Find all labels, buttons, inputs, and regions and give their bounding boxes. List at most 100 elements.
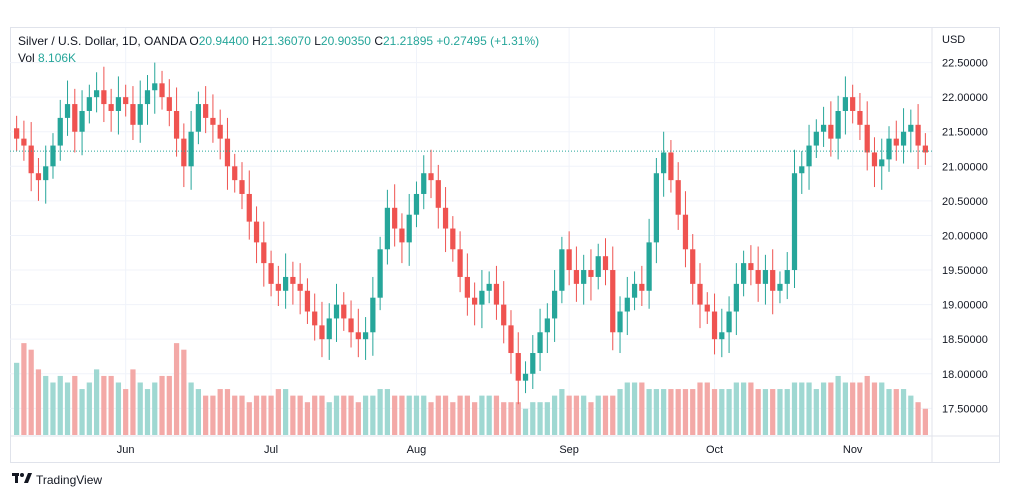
candle-body [435, 180, 441, 208]
volume-bar [871, 382, 878, 435]
candle-body [719, 332, 725, 340]
candle-body [93, 90, 100, 98]
volume-bar [362, 395, 369, 435]
volume-bar [130, 369, 136, 435]
x-tick-label: Jun [117, 444, 135, 456]
candle-body [406, 214, 412, 243]
volume-bar [617, 389, 623, 435]
volume-bar [799, 382, 805, 435]
candle-body [261, 242, 267, 264]
candle-body [442, 207, 449, 229]
x-tick-label: Jul [264, 444, 278, 456]
volume-bar [675, 389, 681, 435]
candle-body [893, 138, 899, 146]
candle-body [711, 311, 718, 340]
volume-bar [646, 389, 652, 435]
candle-body [835, 110, 841, 139]
candle-body [195, 104, 201, 132]
candle-body [508, 325, 514, 354]
volume-bar [668, 389, 674, 435]
candle-body [421, 173, 427, 194]
volume-bar [210, 395, 216, 435]
tradingview-brand[interactable]: TradingView [12, 472, 102, 487]
volume-bar [450, 402, 456, 435]
candle-body [595, 256, 601, 277]
volume-bar [733, 382, 739, 435]
y-tick-label: 17.50000 [942, 403, 988, 415]
candle-body [551, 290, 558, 319]
volume-bar [341, 395, 347, 435]
volume-bar [181, 349, 187, 435]
volume-legend: Vol 8.106K [18, 51, 76, 65]
volume-bar [464, 395, 470, 435]
volume-bar [581, 395, 587, 435]
volume-bar [741, 382, 747, 435]
low-label: L [314, 34, 321, 48]
volume-bar [57, 375, 63, 435]
volume-bar [602, 395, 609, 435]
volume-bar [886, 389, 892, 435]
volume-bar [399, 395, 405, 435]
volume-value: 8.106K [38, 51, 77, 65]
candle-body [333, 304, 340, 319]
volume-bar [762, 389, 769, 435]
candle-body [631, 283, 638, 298]
volume-bar [283, 389, 289, 435]
volume-bar [101, 375, 107, 435]
candle-body [813, 131, 819, 146]
volume-label[interactable]: Vol [18, 51, 35, 65]
change-value: +0.27495 (+1.31%) [436, 34, 540, 48]
candle-body [166, 97, 172, 111]
candle-body [617, 311, 623, 333]
volume-bar [326, 402, 332, 435]
volume-bar [166, 375, 172, 435]
candle-body [203, 104, 209, 118]
candle-body [355, 332, 361, 340]
volume-bar [457, 395, 463, 435]
candle-body [697, 283, 703, 305]
volume-bar [232, 395, 238, 435]
volume-bar [704, 382, 710, 435]
volume-bar [508, 402, 514, 435]
volume-bar [79, 389, 85, 435]
candle-body [137, 104, 143, 125]
y-tick-label: 19.00000 [942, 300, 988, 312]
candle-body [624, 297, 630, 312]
volume-bar [355, 402, 361, 435]
candle-body [842, 97, 849, 111]
candle-body [362, 332, 369, 340]
brand-name: TradingView [36, 472, 103, 487]
volume-bar [530, 402, 536, 435]
candle-body [57, 117, 63, 146]
volume-bar [173, 343, 180, 435]
candle-body [312, 311, 318, 326]
currency-label[interactable]: USD [942, 34, 966, 46]
candle-body [573, 270, 580, 284]
low-value: 20.90350 [320, 34, 371, 48]
volume-bar [755, 389, 761, 435]
volume-bar [28, 349, 34, 435]
volume-bar [813, 389, 819, 435]
volume-bar [639, 382, 645, 435]
candle-body [784, 270, 790, 284]
candle-body [101, 90, 107, 105]
volume-bar [922, 408, 928, 435]
candle-body [283, 276, 289, 291]
candle-body [253, 221, 260, 243]
symbol-label[interactable]: Silver / U.S. Dollar, 1D, OANDA [18, 34, 187, 48]
volume-bar [312, 395, 318, 435]
volume-bar [370, 395, 376, 435]
high-label: H [252, 34, 261, 48]
volume-bar [297, 395, 303, 435]
candle-body [530, 353, 536, 374]
candle-body [566, 249, 572, 271]
volume-bar [522, 408, 529, 435]
volume-bar [900, 389, 907, 435]
candle-body [50, 145, 56, 167]
volume-bar [442, 395, 449, 435]
volume-bar [319, 395, 325, 435]
volume-bar [290, 395, 296, 435]
volume-bar [566, 395, 572, 435]
candle-body [115, 97, 122, 111]
